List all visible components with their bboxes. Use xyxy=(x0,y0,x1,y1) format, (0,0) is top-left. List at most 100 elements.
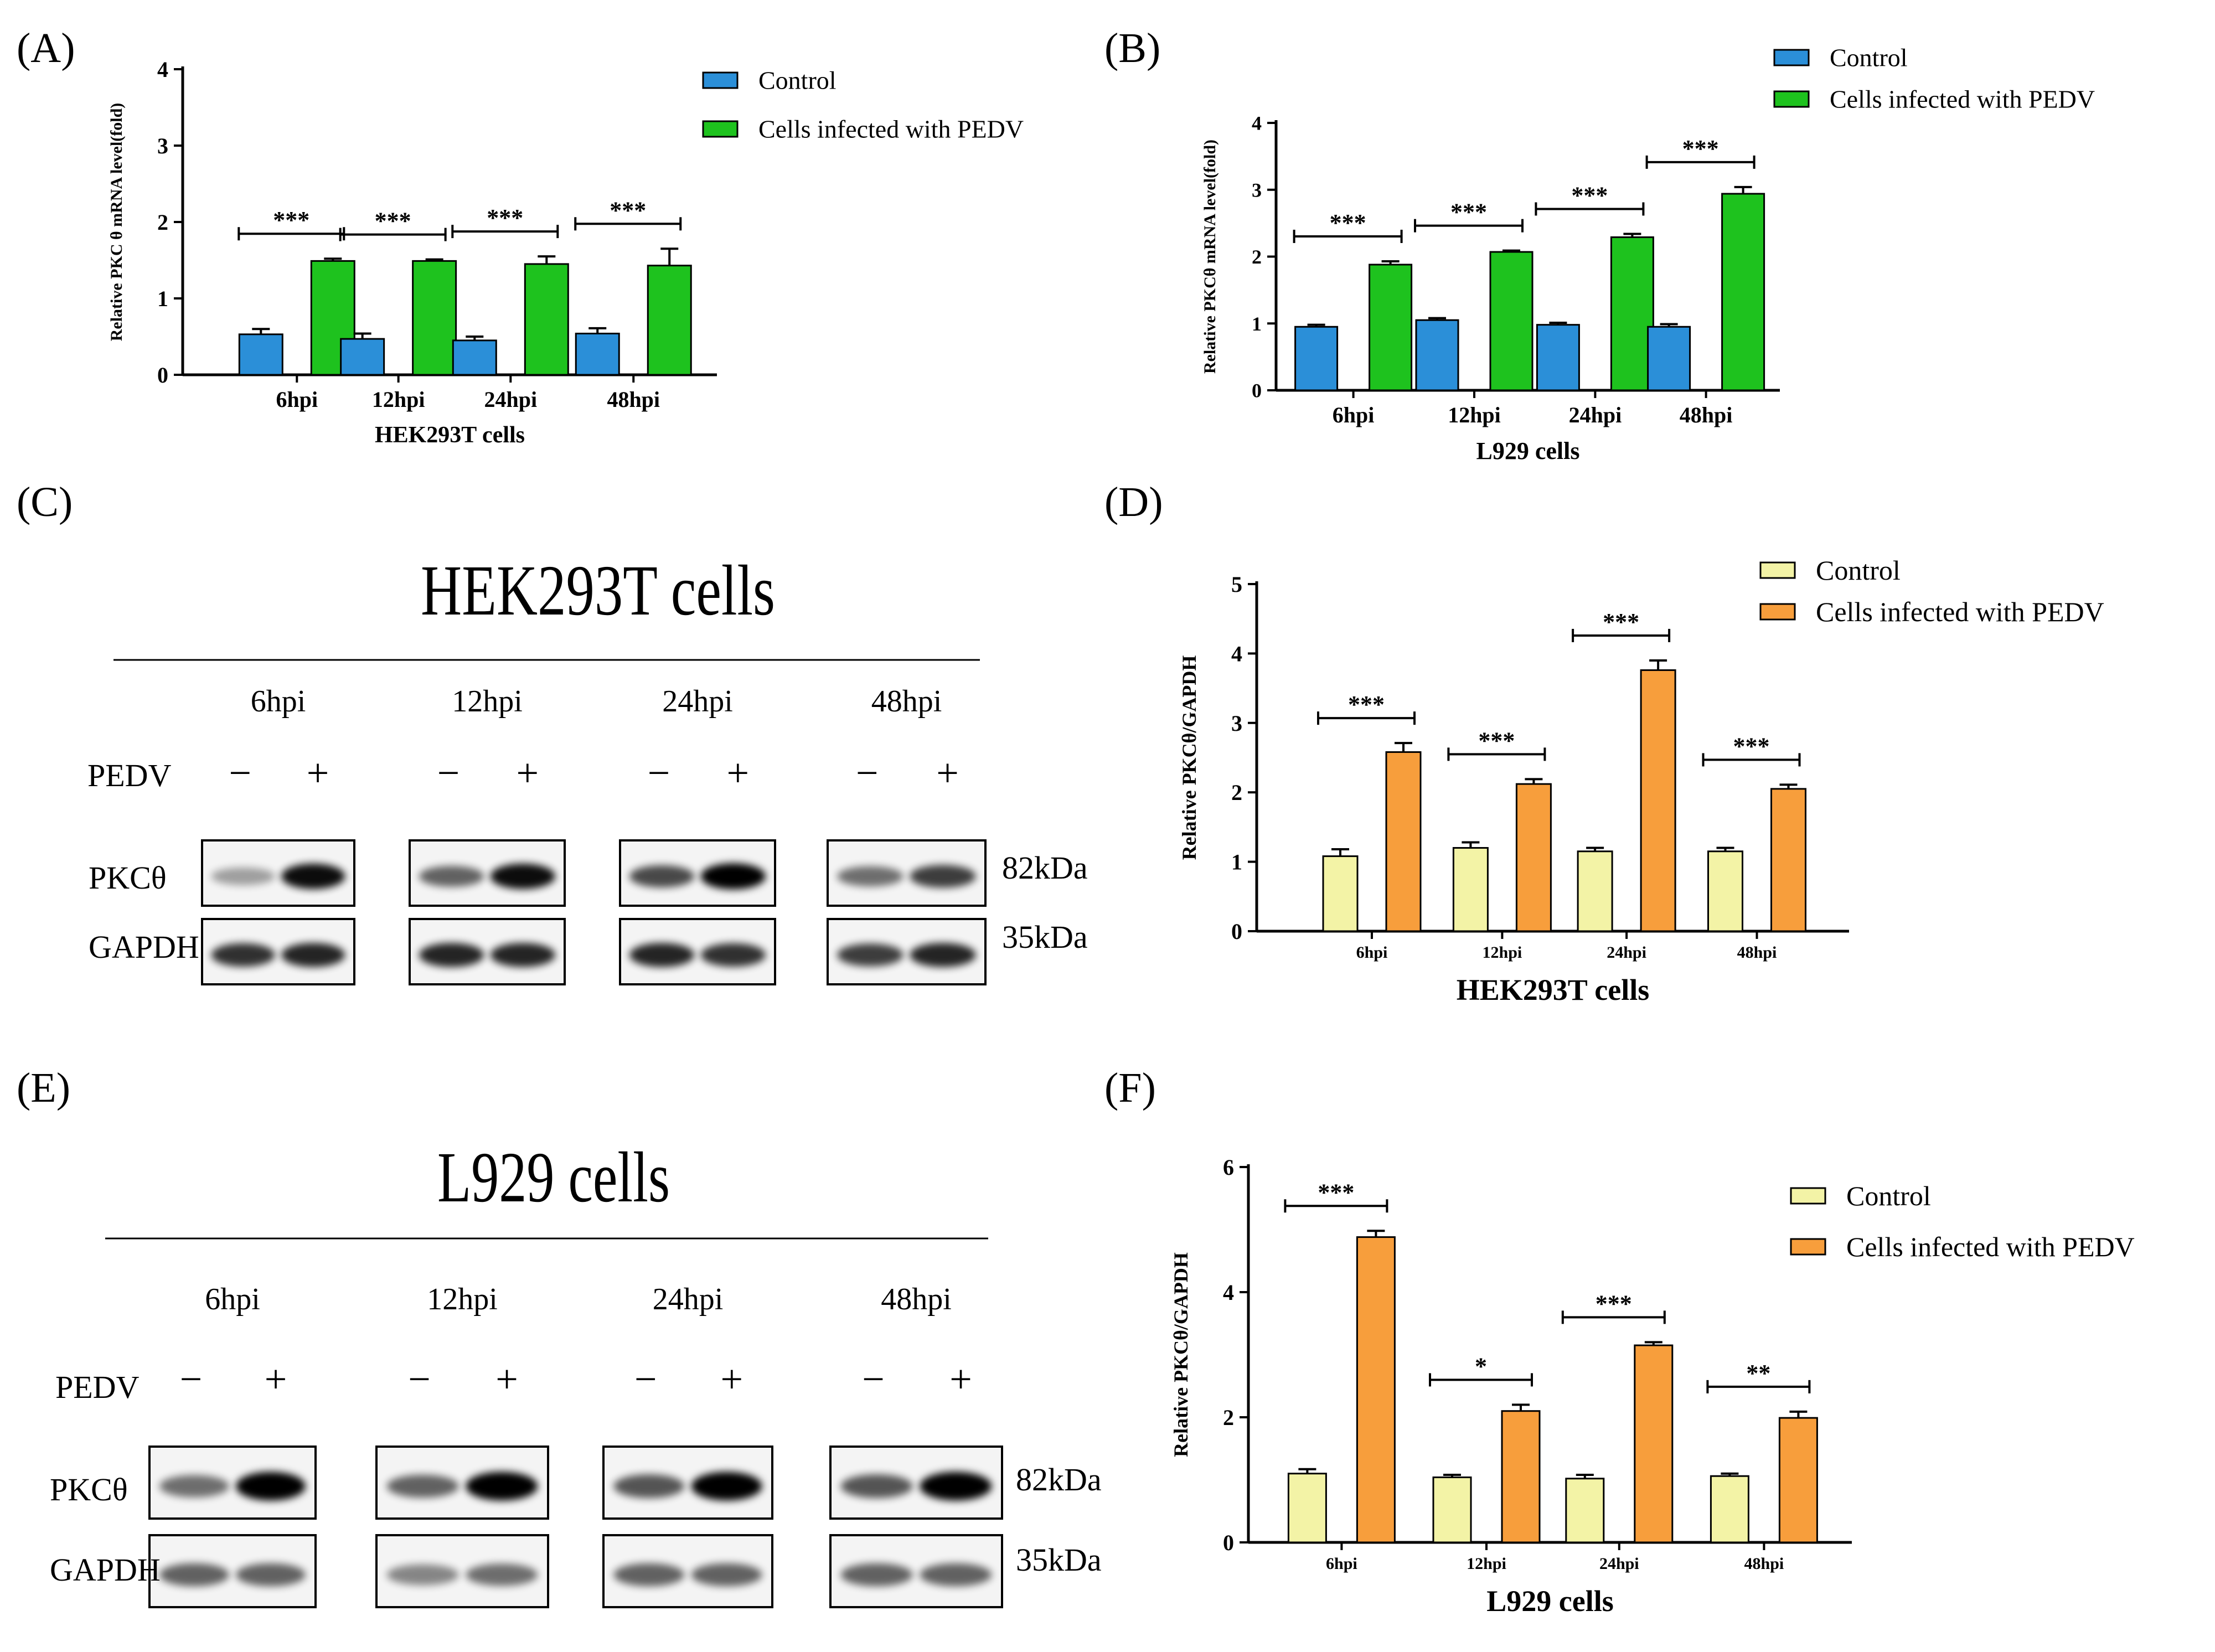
x-tick-label: 24hpi xyxy=(484,387,537,412)
legend-swatch-pedv xyxy=(1790,1238,1826,1256)
legend-label-control: Control xyxy=(758,66,837,95)
x-tick-label: 48hpi xyxy=(607,387,660,412)
x-tick-label: 6hpi xyxy=(1326,1555,1357,1573)
plus-sign: + xyxy=(726,751,749,795)
legend-swatch-pedv xyxy=(702,120,739,138)
bar-control xyxy=(575,332,620,376)
bar-pedv xyxy=(1369,264,1413,391)
blot-title: HEK293T cells xyxy=(421,551,775,631)
x-axis-label: L929 cells xyxy=(1486,1584,1613,1618)
significance-label: *** xyxy=(1478,727,1515,754)
row-label: PKCθ xyxy=(50,1472,128,1508)
bar-control xyxy=(1536,324,1580,391)
chart-b: 0 1 2 3 4 Relative PKCθ mRNA level(fold) 6hpi *… xyxy=(1201,44,2095,464)
kda-label: 82kDa xyxy=(1002,850,1088,886)
protein-band xyxy=(629,943,695,967)
significance-label: * xyxy=(1475,1352,1487,1380)
bar-pedv xyxy=(1610,236,1654,391)
bar-pedv xyxy=(1501,1410,1541,1543)
bar-control xyxy=(1452,847,1489,932)
bar-pedv xyxy=(1640,669,1676,932)
protein-band xyxy=(840,1563,913,1587)
timepoint-label: 12hpi xyxy=(427,1282,498,1317)
panel-label-c: (C) xyxy=(17,479,73,525)
y-tick-label: 5 xyxy=(1231,572,1242,597)
protein-band xyxy=(466,1472,538,1501)
bar-pedv xyxy=(1489,251,1534,391)
bar-pedv xyxy=(412,260,457,376)
legend-swatch-control xyxy=(1790,1187,1826,1205)
x-axis-label: L929 cells xyxy=(1476,437,1580,464)
minus-sign: − xyxy=(408,1357,431,1401)
bar-pedv xyxy=(647,265,692,376)
x-tick-label: 6hpi xyxy=(1356,943,1388,962)
plus-sign: + xyxy=(265,1357,287,1401)
y-axis-label: Relative PKCθ/GAPDH xyxy=(1178,655,1200,860)
y-tick-label: 1 xyxy=(157,286,168,311)
plus-sign: + xyxy=(495,1357,518,1401)
timepoint-label: 6hpi xyxy=(251,684,306,719)
protein-band xyxy=(159,1475,229,1498)
legend-swatch-control xyxy=(1773,49,1810,66)
significance-label: *** xyxy=(1603,608,1639,636)
bar-control xyxy=(340,338,385,376)
x-tick-label: 48hpi xyxy=(1744,1555,1784,1573)
y-tick-label: 3 xyxy=(157,133,168,158)
y-tick-label: 4 xyxy=(1252,112,1262,135)
x-tick-label: 24hpi xyxy=(1599,1555,1639,1573)
blot-strip xyxy=(409,918,566,985)
bar-control xyxy=(1432,1476,1472,1543)
y-tick-label: 2 xyxy=(1231,780,1242,805)
significance-label: *** xyxy=(1450,199,1487,226)
bar-pedv xyxy=(1634,1344,1674,1543)
protein-band xyxy=(211,943,275,967)
significance-label: *** xyxy=(375,208,411,235)
legend-label-control: Control xyxy=(1830,44,1908,72)
y-tick-label: 4 xyxy=(1223,1280,1234,1305)
protein-band xyxy=(629,865,695,887)
y-tick-label: 1 xyxy=(1231,850,1242,875)
kda-label: 35kDa xyxy=(1002,919,1088,955)
protein-band xyxy=(837,943,903,967)
significance-label: *** xyxy=(610,197,646,224)
legend-swatch-control xyxy=(1759,561,1796,579)
protein-band xyxy=(236,1472,306,1501)
panel-label-a: (A) xyxy=(17,25,75,71)
x-tick-label: 24hpi xyxy=(1607,943,1646,962)
treatment-label: PEDV xyxy=(87,757,172,793)
timepoint-label: 6hpi xyxy=(205,1282,260,1317)
protein-band xyxy=(613,1563,685,1587)
protein-band xyxy=(419,866,484,887)
bar-control xyxy=(1577,850,1613,932)
legend-swatch-control xyxy=(702,71,739,89)
significance-label: *** xyxy=(1330,209,1366,236)
x-tick-label: 12hpi xyxy=(1448,402,1501,427)
bar-pedv xyxy=(1770,788,1806,932)
timepoint-label: 24hpi xyxy=(662,684,733,719)
panel-label-f: (F) xyxy=(1104,1065,1156,1111)
blot-title: L929 cells xyxy=(437,1138,670,1217)
protein-band xyxy=(910,943,976,967)
x-tick-label: 48hpi xyxy=(1680,402,1733,427)
protein-band xyxy=(386,1564,459,1586)
x-tick-label: 48hpi xyxy=(1737,943,1777,962)
y-tick-label: 0 xyxy=(1231,919,1242,944)
plus-sign: + xyxy=(307,751,329,795)
y-tick-label: 0 xyxy=(1223,1530,1234,1555)
bar-control xyxy=(1287,1473,1327,1543)
bar-pedv xyxy=(524,263,569,376)
protein-band xyxy=(700,863,766,890)
plus-sign: + xyxy=(720,1357,743,1401)
y-axis-label: Relative PKCθ mRNA level(fold) xyxy=(1201,140,1219,374)
bar-pedv xyxy=(1778,1417,1818,1543)
significance-label: *** xyxy=(1571,182,1608,209)
y-tick-label: 2 xyxy=(1252,246,1262,268)
x-axis-label: HEK293T cells xyxy=(375,422,525,448)
bar-pedv xyxy=(1385,751,1422,932)
plus-sign: + xyxy=(949,1357,972,1401)
timepoint-label: 12hpi xyxy=(452,684,523,719)
protein-band xyxy=(910,865,976,888)
x-tick-label: 12hpi xyxy=(1483,943,1522,962)
protein-band xyxy=(281,943,345,967)
